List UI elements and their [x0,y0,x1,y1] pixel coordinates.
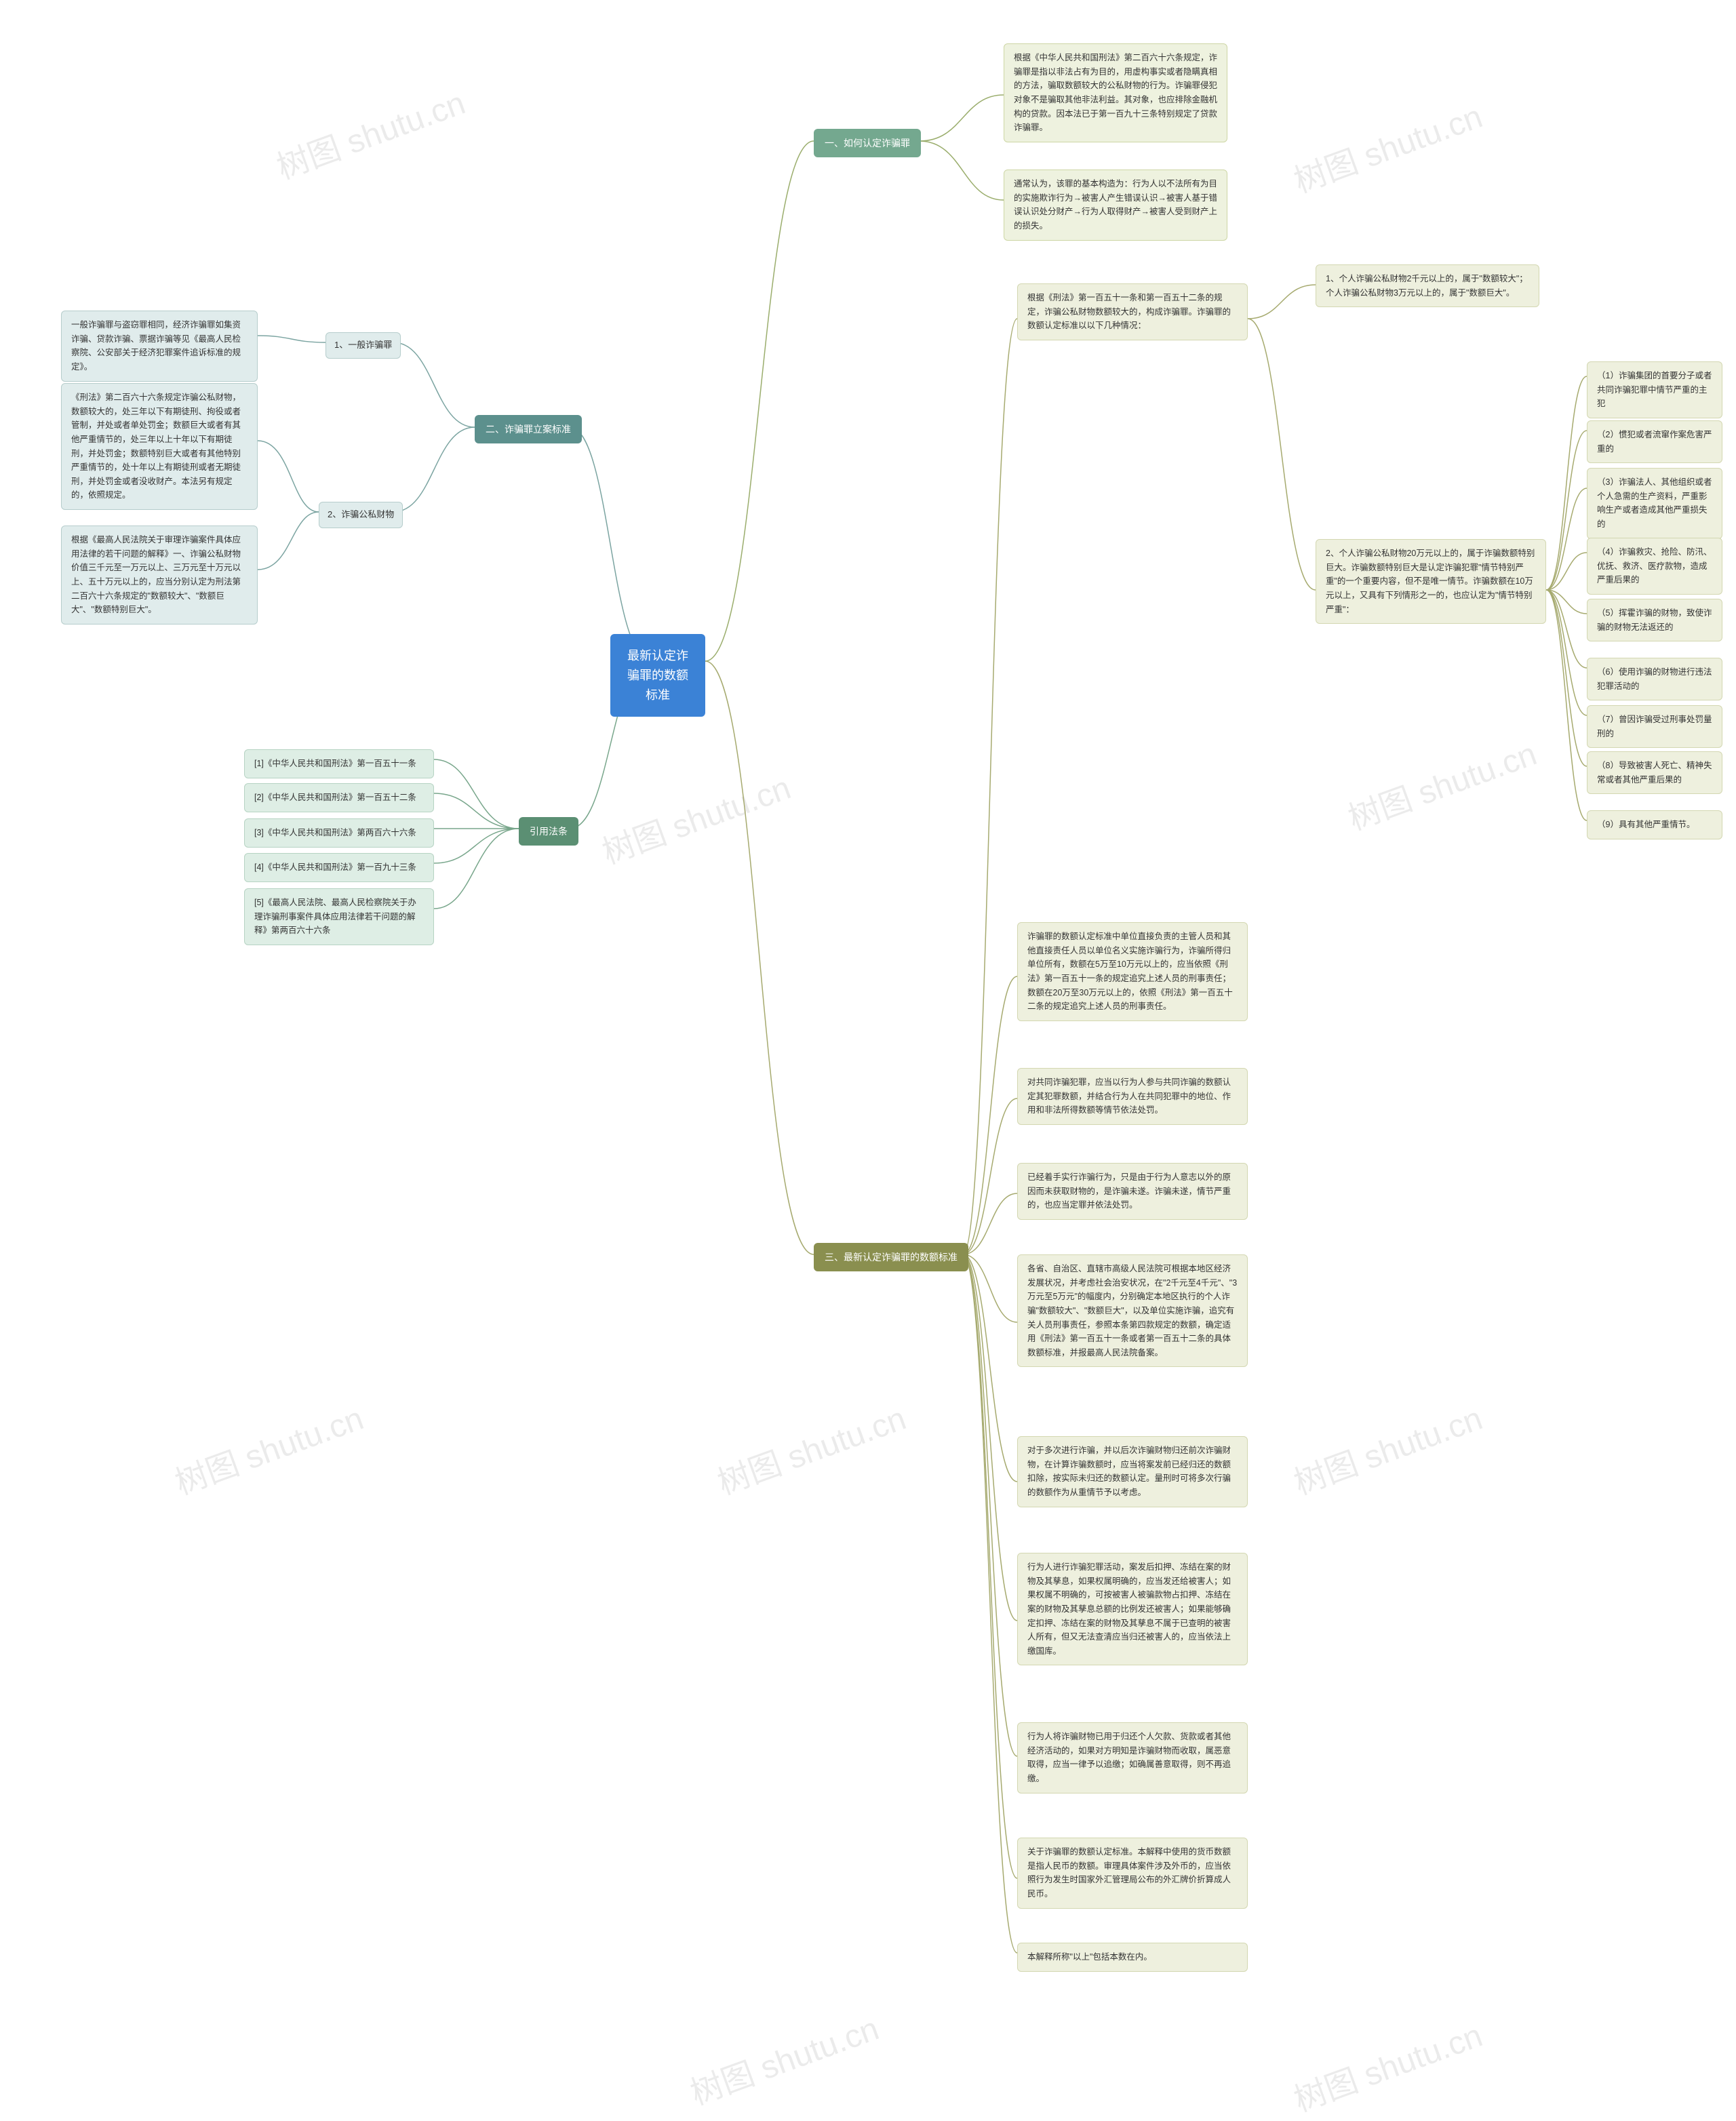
s2-sub-0[interactable]: 1、一般诈骗罪 [326,332,401,359]
s3-grand-0: 1、个人诈骗公私财物2千元以上的，属于"数额较大"；个人诈骗公私财物3万元以上的… [1316,264,1539,307]
s3-leaf-6: 行为人进行诈骗犯罪活动，案发后扣押、冻结在案的财物及其孳息，如果权属明确的，应当… [1017,1553,1248,1665]
watermark: 树图 shutu.cn [167,1391,369,1503]
section-2[interactable]: 二、诈骗罪立案标准 [475,415,582,443]
s2-sub1-leaf-0: 《刑法》第二百六十六条规定诈骗公私财物，数额较大的，处三年以下有期徒刑、拘役或者… [61,383,258,510]
s3-leaf-1: 诈骗罪的数额认定标准中单位直接负责的主管人员和其他直接责任人员以单位名义实施诈骗… [1017,922,1248,1021]
connector-layer [0,0,1736,2084]
watermark: 树图 shutu.cn [1286,90,1488,201]
section-3[interactable]: 三、最新认定诈骗罪的数额标准 [814,1243,968,1271]
ref-leaf-3: [4]《中华人民共和国刑法》第一百九十三条 [244,853,434,882]
section-ref[interactable]: 引用法条 [519,817,578,846]
s3-leaf-2: 对共同诈骗犯罪，应当以行为人参与共同诈骗的数额认定其犯罪数额，并结合行为人在共同… [1017,1068,1248,1125]
ref-leaf-0: [1]《中华人民共和国刑法》第一百五十一条 [244,749,434,778]
s3-leaf-0: 根据《刑法》第一百五十一条和第一百五十二条的规定，诈骗公私财物数额较大的，构成诈… [1017,283,1248,340]
ref-leaf-2: [3]《中华人民共和国刑法》第两百六十六条 [244,818,434,848]
s2-sub1-leaf-1: 根据《最高人民法院关于审理诈骗案件具体应用法律的若干问题的解释》一、诈骗公私财物… [61,526,258,625]
s3-leaf-3: 已经着手实行诈骗行为，只是由于行为人意志以外的原因而未获取财物的，是诈骗未遂。诈… [1017,1163,1248,1220]
s3-leaf-5: 对于多次进行诈骗，并以后次诈骗财物归还前次诈骗财物，在计算诈骗数额时，应当将案发… [1017,1436,1248,1507]
s3-item-5: （6）使用诈骗的财物进行违法犯罪活动的 [1587,658,1722,700]
s3-leaf-8: 关于诈骗罪的数额认定标准。本解释中使用的货币数额是指人民币的数额。审理具体案件涉… [1017,1838,1248,1909]
watermark: 树图 shutu.cn [1286,1391,1488,1503]
watermark: 树图 shutu.cn [595,761,796,873]
ref-leaf-1: [2]《中华人民共和国刑法》第一百五十二条 [244,783,434,812]
s3-item-0: （1）诈骗集团的首要分子或者共同诈骗犯罪中情节严重的主犯 [1587,361,1722,418]
watermark: 树图 shutu.cn [683,2002,884,2114]
s1-leaf-0: 根据《中华人民共和国刑法》第二百六十六条规定，诈骗罪是指以非法占有为目的，用虚构… [1004,43,1227,142]
s3-item-8: （9）具有其他严重情节。 [1587,810,1722,839]
s3-item-1: （2）惯犯或者流窜作案危害严重的 [1587,420,1722,463]
s1-leaf-1: 通常认为，该罪的基本构造为：行为人以不法所有为目的实施欺诈行为→被害人产生错误认… [1004,170,1227,241]
s3-leaf-7: 行为人将诈骗财物已用于归还个人欠款、货款或者其他经济活动的，如果对方明知是诈骗财… [1017,1722,1248,1793]
section-1[interactable]: 一、如何认定诈骗罪 [814,129,921,157]
s2-sub0-leaf-0: 一般诈骗罪与盗窃罪相同，经济诈骗罪如集资诈骗、贷款诈骗、票据诈骗等见《最高人民检… [61,311,258,382]
s3-item-2: （3）诈骗法人、其他组织或者个人急需的生产资料，严重影响生产或者造成其他严重损失… [1587,468,1722,539]
watermark: 树图 shutu.cn [1286,2008,1488,2120]
ref-leaf-4: [5]《最高人民法院、最高人民检察院关于办理诈骗刑事案件具体应用法律若干问题的解… [244,888,434,945]
s3-item-3: （4）诈骗救灾、抢险、防汛、优抚、救济、医疗款物，造成严重后果的 [1587,538,1722,595]
s2-sub-1[interactable]: 2、诈骗公私财物 [319,502,403,528]
s3-item-4: （5）挥霍诈骗的财物，致使诈骗的财物无法返还的 [1587,599,1722,641]
root-node[interactable]: 最新认定诈骗罪的数额标准 [610,634,705,717]
s3-item-7: （8）导致被害人死亡、精神失常或者其他严重后果的 [1587,751,1722,794]
s3-leaf-4: 各省、自治区、直辖市高级人民法院可根据本地区经济发展状况，并考虑社会治安状况，在… [1017,1254,1248,1367]
watermark: 树图 shutu.cn [1341,727,1542,839]
s3-grand-1: 2、个人诈骗公私财物20万元以上的，属于诈骗数额特别巨大。诈骗数额特别巨大是认定… [1316,539,1546,624]
s3-item-6: （7）曾因诈骗受过刑事处罚量刑的 [1587,705,1722,748]
s3-leaf-9: 本解释所称"以上"包括本数在内。 [1017,1943,1248,1972]
watermark: 树图 shutu.cn [710,1391,911,1503]
watermark: 树图 shutu.cn [269,76,471,188]
